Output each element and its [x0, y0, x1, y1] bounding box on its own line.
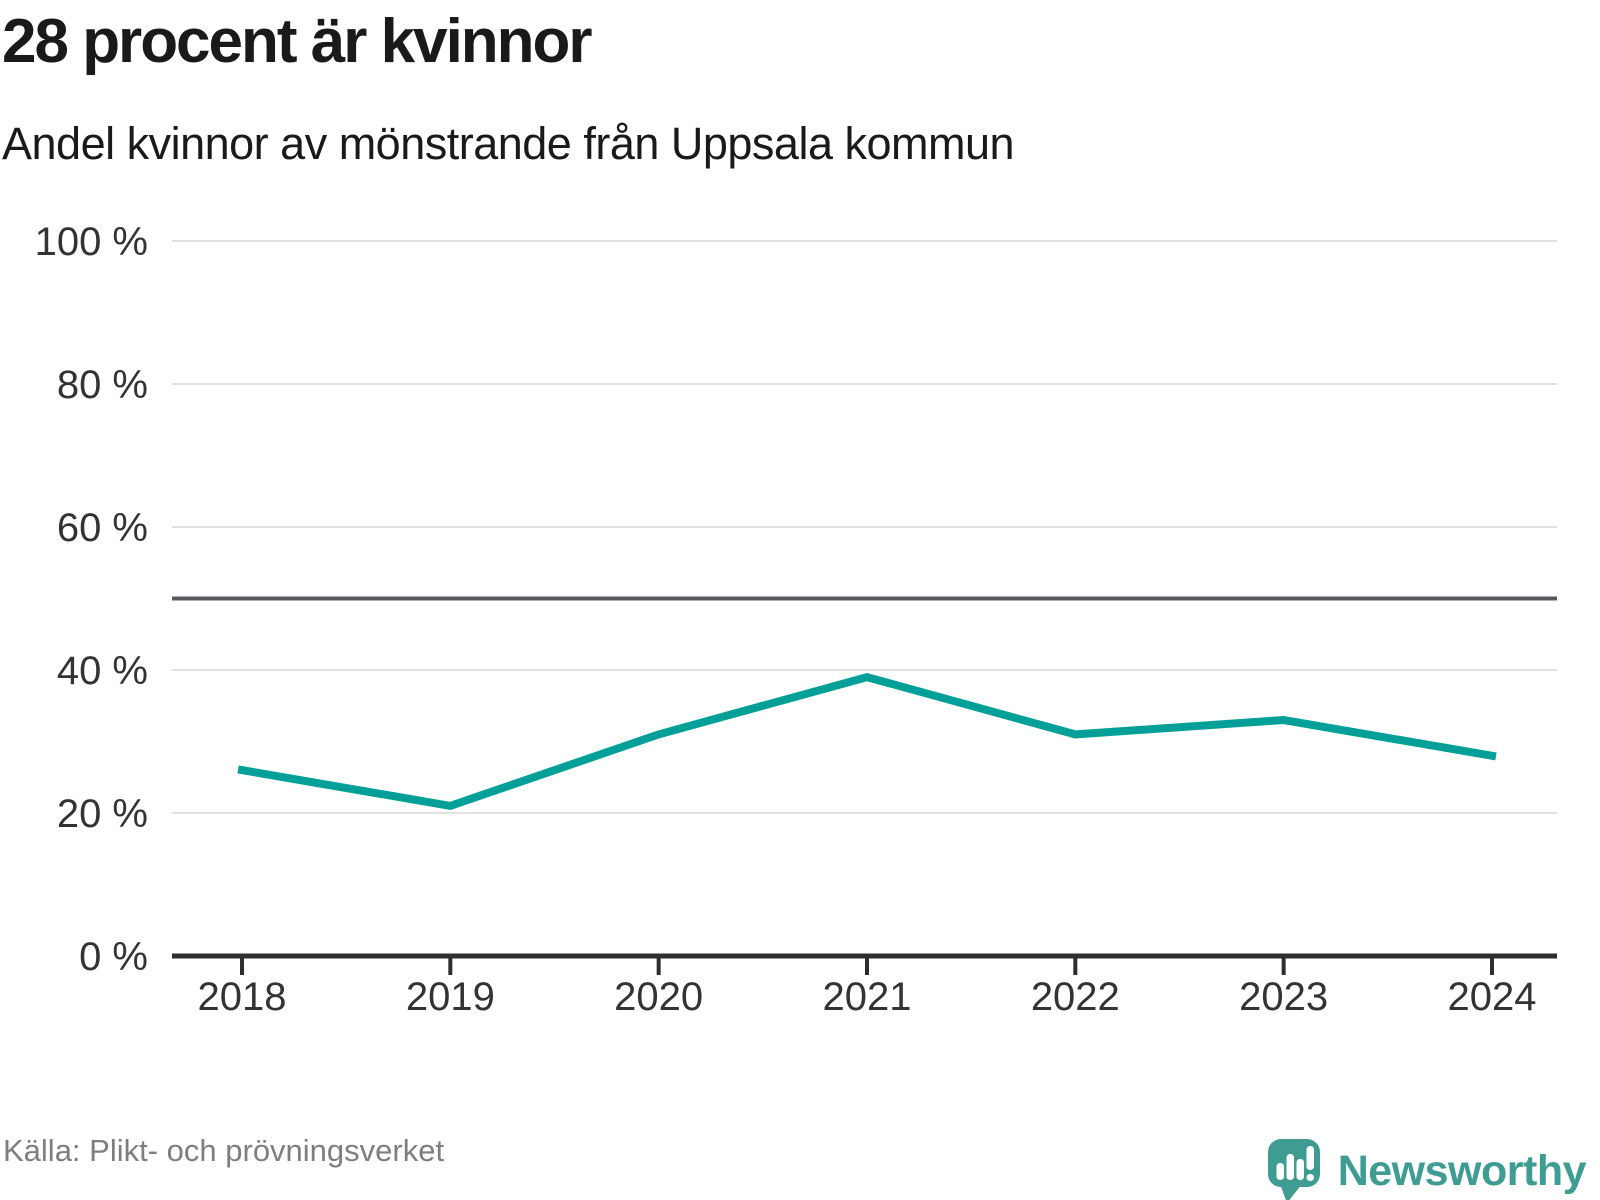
x-tick-label: 2024	[1447, 975, 1536, 1019]
x-tick-label: 2020	[614, 975, 703, 1019]
x-tick-label: 2019	[406, 975, 495, 1019]
source-note: Källa: Plikt- och prövningsverket	[3, 1133, 445, 1168]
chart-title: 28 procent är kvinnor	[2, 7, 593, 76]
data-line	[237, 672, 1497, 811]
y-tick-label: 20 %	[57, 792, 148, 836]
x-tick-label: 2022	[1031, 975, 1120, 1019]
y-tick-label: 0 %	[79, 935, 148, 979]
x-tick-label: 2021	[822, 975, 911, 1019]
chart-subtitle: Andel kvinnor av mönstrande från Uppsala…	[2, 118, 1015, 169]
newsworthy-logo-icon	[1267, 1139, 1320, 1200]
y-tick-label: 100 %	[35, 220, 148, 264]
newsworthy-wordmark: Newsworthy	[1337, 1146, 1587, 1195]
newsworthy-brand: Newsworthy	[1267, 1138, 1587, 1200]
y-tick-label: 60 %	[57, 506, 148, 550]
x-tick-label: 2018	[198, 975, 287, 1019]
y-tick-label: 80 %	[57, 363, 148, 407]
x-tick-label: 2023	[1239, 975, 1328, 1019]
y-tick-label: 40 %	[57, 649, 148, 693]
